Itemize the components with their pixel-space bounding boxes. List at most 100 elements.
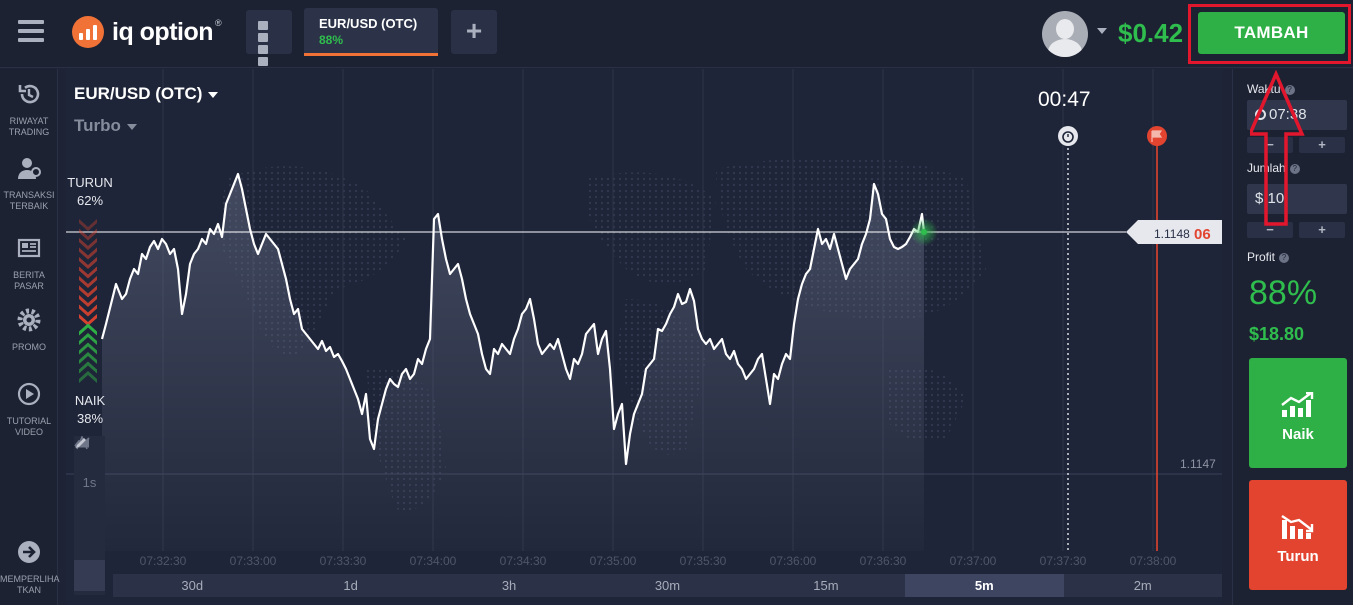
trend-up-icon [1281, 392, 1314, 417]
price-tag-main: 1.1148 [1154, 227, 1190, 241]
time-tick-label: 07:35:00 [590, 554, 637, 568]
sentiment-down-chevron [79, 247, 97, 260]
sentiment-up-chevron [79, 352, 97, 364]
avatar[interactable] [1042, 11, 1088, 57]
amount-field[interactable]: $ 10 [1247, 184, 1347, 214]
low-price-label: 1.1147 [1180, 457, 1216, 471]
indicators-button[interactable] [74, 436, 105, 529]
chart-tools: 1s [74, 436, 105, 595]
price-area-fill [102, 174, 924, 551]
sentiment-down-chevron [79, 276, 97, 288]
sentiment-up-chevron [79, 323, 97, 336]
sentiment-down-chevron [79, 228, 97, 241]
price-chart[interactable]: 1.1148 06 1.1147 07:32:30 07:33:00 07:33:3… [66, 69, 1222, 605]
put-button[interactable]: Turun [1249, 480, 1347, 590]
price-tag: 1.1148 06 [1126, 220, 1222, 244]
sentiment-down-chevron [79, 285, 97, 298]
countdown-timer: 00:47 [1038, 88, 1091, 111]
time-axis: 07:32:30 07:33:00 07:33:30 07:34:00 07:34:30… [140, 554, 1177, 568]
candle-interval-button[interactable]: 1s [82, 475, 97, 490]
sentiment-down-label: TURUN [67, 175, 113, 190]
logo[interactable]: iq option ® [72, 16, 222, 48]
play-icon [17, 382, 41, 406]
line-tool-button[interactable] [74, 437, 105, 560]
pencil-icon [76, 438, 86, 448]
amount-minus-button[interactable]: − [1247, 222, 1293, 238]
timeframe-30d[interactable]: 30d [181, 578, 204, 593]
trend-down-icon [1281, 515, 1314, 539]
sidebar-item-label: MEMPERLIHA TKAN [0, 574, 60, 595]
add-asset-button[interactable]: + [451, 10, 497, 54]
time-tick-label: 07:33:30 [320, 554, 367, 568]
sidebar-item-tutorial[interactable]: TUTORIAL VIDEO [0, 381, 58, 438]
sentiment-down-chevron [79, 219, 97, 231]
sidebar-item-history[interactable]: RIWAYAT TRADING [0, 81, 58, 138]
sentiment-up-chevron [79, 371, 97, 383]
time-tick-label: 07:36:00 [770, 554, 817, 568]
timeframe-15m[interactable]: 15m [813, 578, 839, 593]
sentiment-down-chevron [79, 257, 97, 269]
call-button[interactable]: Naik [1249, 358, 1347, 468]
gear-icon [17, 308, 41, 332]
price-tag-pips: 06 [1194, 226, 1211, 243]
sidebar-item-top-trades[interactable]: TRANSAKSI TERBAIK [0, 155, 58, 212]
balance-amount[interactable]: $0.42 [1118, 18, 1184, 48]
timeframe-3h[interactable]: 3h [501, 578, 517, 593]
history-icon [18, 84, 40, 104]
timeframe-bar: 30d 1d 3h 30m 15m 5m 2m [113, 574, 1222, 597]
stopwatch-icon [1058, 126, 1078, 146]
chevron-down-icon [208, 91, 219, 98]
sentiment-down-chevron [79, 304, 97, 317]
asset-name: EUR/USD (OTC) [74, 84, 203, 103]
sentiment-up-chevron [79, 361, 97, 374]
profit-percent: 88% [1249, 274, 1318, 312]
deposit-button[interactable]: TAMBAH [1198, 12, 1345, 54]
time-tick-label: 07:33:00 [230, 554, 277, 568]
time-tick-label: 07:32:30 [140, 554, 187, 568]
top-bar: iq option ® EUR/USD (OTC) 88% + $0.42 TA… [0, 0, 1353, 68]
time-tick-label: 07:37:00 [950, 554, 997, 568]
sentiment-down-chevron [79, 238, 97, 250]
amount-plus-button[interactable]: + [1299, 222, 1345, 238]
sidebar-item-news[interactable]: BERITA PASAR [0, 235, 58, 292]
timeframe-30m[interactable]: 30m [654, 578, 681, 593]
timeframe-5m[interactable]: 5m [905, 574, 1064, 597]
time-plus-button[interactable]: + [1299, 137, 1345, 153]
logo-mark-icon [72, 16, 104, 48]
asset-tab[interactable]: EUR/USD (OTC) 88% [304, 8, 438, 56]
option-type-selector[interactable]: Turbo [74, 116, 137, 136]
logo-registered-mark: ® [215, 18, 222, 28]
sidebar-item-label: PROMO [11, 342, 46, 352]
sidebar-item-label: RIWAYAT TRADING [8, 116, 50, 137]
time-tick-label: 07:37:30 [1040, 554, 1087, 568]
grid-layout-icon[interactable] [246, 10, 292, 66]
timeframe-2m[interactable]: 2m [1133, 578, 1152, 593]
news-icon [17, 238, 41, 258]
timeframe-1d[interactable]: 1d [343, 578, 358, 593]
drawing-tool-button[interactable] [74, 438, 105, 591]
asset-tab-name: EUR/USD (OTC) [319, 16, 418, 31]
chevron-down-icon [126, 123, 137, 130]
price-line [100, 172, 926, 466]
chevron-down-icon[interactable] [1097, 28, 1107, 34]
time-tick-label: 07:38:00 [1130, 554, 1177, 568]
help-icon: ? [1284, 85, 1295, 95]
profit-amount: $18.80 [1249, 324, 1305, 344]
sentiment-down-chevron [79, 295, 97, 307]
asset-selector[interactable]: EUR/USD (OTC) [74, 84, 219, 104]
sidebar-item-show-more[interactable]: MEMPERLIHA TKAN [0, 539, 60, 596]
sentiment-down-chevron [79, 266, 97, 279]
time-minus-button[interactable]: − [1247, 137, 1293, 153]
highlight-box [1188, 4, 1351, 64]
annotation-arrow-icon [1250, 69, 1305, 226]
put-button-label: Turun [1277, 548, 1319, 565]
profit-label: Profit? [1247, 250, 1290, 264]
sidebar-item-label: TUTORIAL VIDEO [6, 416, 52, 437]
menu-icon[interactable] [18, 20, 44, 42]
finish-flag-icon [1147, 126, 1167, 146]
left-sidebar: RIWAYAT TRADING TRANSAKSI TERBAIK BERITA… [0, 69, 60, 605]
sidebar-item-promo[interactable]: PROMO [0, 307, 58, 353]
asset-tab-payout: 88% [319, 33, 344, 47]
time-tick-label: 07:34:30 [500, 554, 547, 568]
